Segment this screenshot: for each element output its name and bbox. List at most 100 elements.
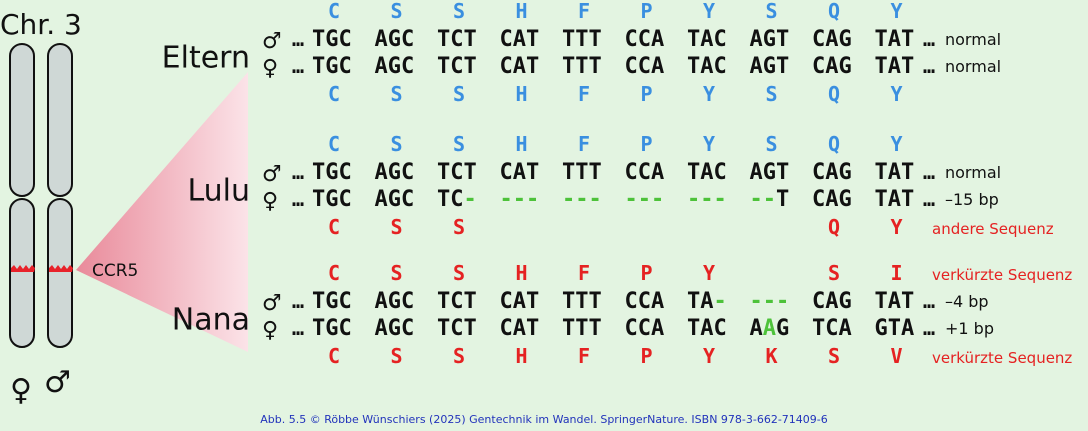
amino-acid: S bbox=[765, 82, 777, 106]
amino-acid: S bbox=[453, 261, 465, 285]
codon: AGC bbox=[375, 187, 415, 212]
codon: TAT bbox=[875, 54, 915, 79]
codon: TTT bbox=[562, 54, 602, 79]
female-symbol-icon: ♀ bbox=[262, 318, 278, 343]
amino-acid: Q bbox=[828, 215, 840, 239]
codon: TCA bbox=[812, 316, 852, 341]
male-symbol-icon: ♂ bbox=[262, 162, 282, 187]
codon: TAC bbox=[687, 160, 727, 185]
amino-acid: S bbox=[390, 82, 402, 106]
codon: AAG bbox=[750, 316, 790, 341]
codon: AGC bbox=[375, 160, 415, 185]
codon: GTA bbox=[875, 316, 915, 341]
amino-acid: P bbox=[640, 82, 652, 106]
sequence-suffix: … bbox=[923, 27, 935, 51]
codon: CCA bbox=[625, 289, 665, 314]
female-symbol-icon: ♀ bbox=[262, 56, 278, 81]
mutation-note: normal bbox=[945, 163, 1001, 182]
amino-acid: H bbox=[515, 0, 527, 23]
amino-acid: Y bbox=[703, 0, 715, 23]
codon: TTT bbox=[562, 316, 602, 341]
sequence-note: verkürzte Sequenz bbox=[932, 349, 1072, 367]
amino-acid: S bbox=[765, 0, 777, 23]
codon: AGT bbox=[750, 54, 790, 79]
amino-acid: F bbox=[578, 261, 590, 285]
amino-acid: Y bbox=[890, 132, 902, 156]
amino-acid: F bbox=[578, 0, 590, 23]
codon: TAT bbox=[875, 187, 915, 212]
sequence-prefix: … bbox=[292, 27, 304, 51]
male-symbol-icon: ♂ bbox=[44, 365, 71, 400]
amino-acid: S bbox=[390, 344, 402, 368]
amino-acid: C bbox=[328, 215, 340, 239]
codon: TAT bbox=[875, 160, 915, 185]
sequence-suffix: … bbox=[923, 54, 935, 78]
codon: TAC bbox=[687, 316, 727, 341]
codon: CAG bbox=[812, 54, 852, 79]
amino-acid: V bbox=[890, 344, 902, 368]
amino-acid: F bbox=[578, 132, 590, 156]
codon: CCA bbox=[625, 160, 665, 185]
amino-acid: S bbox=[390, 215, 402, 239]
dna-row: ♀ … TGC AGC TCT CAT TTT CCA TAC AGT CAG TAT … normal bbox=[262, 54, 1001, 81]
codon: CCA bbox=[625, 54, 665, 79]
codon: --- bbox=[625, 187, 665, 212]
codon: --- bbox=[500, 187, 540, 212]
amino-acid: C bbox=[328, 0, 340, 23]
amino-acid: S bbox=[828, 344, 840, 368]
amino-acid: C bbox=[328, 344, 340, 368]
codon: AGC bbox=[375, 289, 415, 314]
group-eltern: Eltern C S S H F P Y S Q Y C S S H F P Y S Q Y ♂ … TGC AGC TCT CAT… bbox=[162, 0, 1001, 106]
mutation-note: –15 bp bbox=[945, 190, 999, 209]
amino-acid: S bbox=[453, 132, 465, 156]
dna-row: ♀ … TGC AGC TCT CAT TTT CCA TAC AAG TCA GTA … +1 bp bbox=[262, 316, 994, 343]
codon: TGC bbox=[312, 54, 352, 79]
codon: CCA bbox=[625, 27, 665, 52]
group-name: Nana bbox=[172, 303, 250, 338]
codon: --T bbox=[750, 187, 790, 212]
codon: AGC bbox=[375, 27, 415, 52]
sequence-note: andere Sequenz bbox=[932, 220, 1054, 238]
amino-acid: P bbox=[640, 261, 652, 285]
amino-acid: Y bbox=[890, 82, 902, 106]
amino-acid: S bbox=[390, 0, 402, 23]
amino-acid: Y bbox=[703, 344, 715, 368]
codon: CAT bbox=[500, 289, 540, 314]
amino-acid: H bbox=[515, 261, 527, 285]
dna-row: ♂ … TGC AGC TCT CAT TTT CCA TAC AGT CAG TAT … normal bbox=[262, 27, 1001, 54]
amino-acid: H bbox=[515, 82, 527, 106]
amino-acid: C bbox=[328, 132, 340, 156]
codon: --- bbox=[562, 187, 602, 212]
amino-acid: S bbox=[453, 0, 465, 23]
codon: AGC bbox=[375, 54, 415, 79]
gene-label: CCR5 bbox=[92, 261, 138, 281]
codon: CAT bbox=[500, 27, 540, 52]
codon: CAT bbox=[500, 54, 540, 79]
mutation-note: normal bbox=[945, 57, 1001, 76]
amino-acid: S bbox=[453, 82, 465, 106]
amino-acid: F bbox=[578, 344, 590, 368]
codon: CCA bbox=[625, 316, 665, 341]
codon: CAG bbox=[812, 27, 852, 52]
amino-acid: Q bbox=[828, 82, 840, 106]
sequence-prefix: … bbox=[292, 54, 304, 78]
codon: TGC bbox=[312, 289, 352, 314]
sequence-suffix: … bbox=[923, 316, 935, 340]
codon: TCT bbox=[437, 160, 477, 185]
amino-acid: S bbox=[453, 215, 465, 239]
amino-acid: S bbox=[765, 132, 777, 156]
codon: CAG bbox=[812, 289, 852, 314]
sequence-suffix: … bbox=[923, 289, 935, 313]
codon: TC- bbox=[437, 187, 477, 212]
codon: TCT bbox=[437, 54, 477, 79]
codon: TGC bbox=[312, 316, 352, 341]
amino-acid: S bbox=[390, 261, 402, 285]
amino-acid: C bbox=[328, 261, 340, 285]
sequence-note: verkürzte Sequenz bbox=[932, 266, 1072, 284]
dna-row: ♂ … TGC AGC TCT CAT TTT CCA TAC AGT CAG TAT … normal bbox=[262, 160, 1001, 187]
dna-row: ♀ … TGC AGC TC- --- --- --- --- --T CAG TAT … –15 bp bbox=[262, 187, 999, 214]
